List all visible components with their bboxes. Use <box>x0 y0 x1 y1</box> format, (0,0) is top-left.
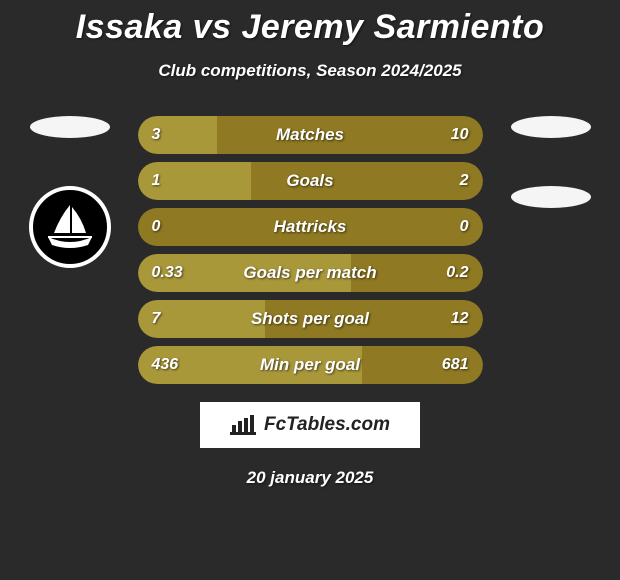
stat-label: Min per goal <box>138 355 483 375</box>
stat-label: Hattricks <box>138 217 483 237</box>
stat-value-right: 0 <box>460 218 469 236</box>
club-badge-placeholder <box>511 186 591 208</box>
stat-label: Shots per goal <box>138 309 483 329</box>
stat-label: Goals per match <box>138 263 483 283</box>
comparison-row: 3Matches10 1Goals2 0Hattricks0 0.33Goals pe… <box>0 116 620 384</box>
club-badge-left <box>29 186 111 268</box>
stat-value-right: 0.2 <box>446 264 468 282</box>
date: 20 january 2025 <box>0 468 620 488</box>
player-photo-placeholder <box>511 116 591 138</box>
stat-label: Goals <box>138 171 483 191</box>
source-label: FcTables.com <box>264 414 390 436</box>
chart-icon <box>230 415 256 435</box>
subtitle: Club competitions, Season 2024/2025 <box>0 61 620 81</box>
stat-value-right: 2 <box>460 172 469 190</box>
stat-bar: 1Goals2 <box>138 162 483 200</box>
stat-bar: 0.33Goals per match0.2 <box>138 254 483 292</box>
stat-label: Matches <box>138 125 483 145</box>
player-photo-placeholder <box>30 116 110 138</box>
stat-value-right: 10 <box>451 126 469 144</box>
stat-value-right: 12 <box>451 310 469 328</box>
left-player-col <box>20 116 120 268</box>
page-title: Issaka vs Jeremy Sarmiento <box>0 8 620 47</box>
stat-bar: 3Matches10 <box>138 116 483 154</box>
right-player-col <box>501 116 601 208</box>
stat-bars: 3Matches10 1Goals2 0Hattricks0 0.33Goals pe… <box>138 116 483 384</box>
sailboat-icon <box>40 197 100 257</box>
stat-bar: 0Hattricks0 <box>138 208 483 246</box>
stat-value-right: 681 <box>442 356 469 374</box>
stat-bar: 436Min per goal681 <box>138 346 483 384</box>
source-badge: FcTables.com <box>200 402 420 448</box>
stat-bar: 7Shots per goal12 <box>138 300 483 338</box>
